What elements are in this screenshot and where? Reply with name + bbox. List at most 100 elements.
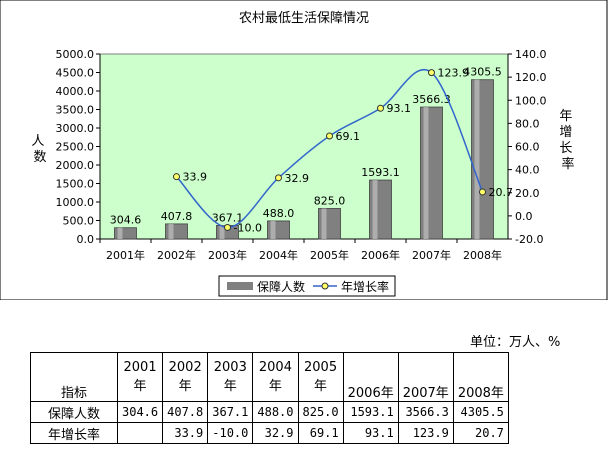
- year-bottom: 年: [178, 379, 192, 394]
- bar-data-label: 3566.3: [412, 93, 451, 106]
- legend-line-label: 年增长率: [341, 279, 389, 294]
- y-tick-label-right: 100.0: [515, 94, 547, 107]
- table-row: 保障人数 304.6 407.8 367.1 488.0 825.0 1593.…: [30, 401, 509, 423]
- y-tick-label-right: 120.0: [515, 71, 547, 84]
- line-data-label: -10.0: [234, 221, 262, 234]
- y-tick-label-right: 40.0: [515, 164, 540, 177]
- table-cell: -10.0: [207, 422, 254, 444]
- table-cell: 1593.1: [342, 401, 399, 423]
- bar-highlight: [423, 107, 429, 239]
- x-tick-label: 2004年: [259, 248, 298, 262]
- bar-highlight: [168, 223, 174, 239]
- legend-bar-swatch: [227, 282, 253, 290]
- bar-highlight: [219, 225, 225, 239]
- y-tick-label-left: 2500.0: [56, 141, 95, 154]
- y-tick-label-left: 3000.0: [56, 122, 95, 135]
- ylabel-left: 人 数: [31, 134, 48, 165]
- table-year-header: 2008年: [452, 352, 509, 402]
- bar-data-label: 825.0: [314, 194, 346, 207]
- legend-bar-label: 保障人数: [257, 279, 305, 294]
- legend-box: [218, 275, 396, 297]
- table-cell: 93.1: [342, 422, 399, 444]
- line-data-label: 123.9: [438, 67, 470, 80]
- year-bottom: 年: [268, 379, 282, 394]
- bar-highlight: [372, 180, 378, 239]
- y-tick-label-right: 60.0: [515, 141, 540, 154]
- y-tick-label-left: 4500.0: [56, 67, 95, 80]
- y-tick-label-left: 2000.0: [56, 159, 95, 172]
- table-year-header: 2006年: [342, 352, 399, 402]
- y-tick-label-left: 0.0: [77, 233, 95, 246]
- bar-data-label: 1593.1: [361, 166, 400, 179]
- line-marker: [428, 69, 435, 77]
- y-tick-label-right: 0.0: [515, 210, 533, 223]
- bar-highlight: [321, 208, 327, 239]
- table-cell: 123.9: [397, 422, 454, 444]
- line-marker: [224, 223, 231, 231]
- bar-highlight: [117, 227, 123, 239]
- bar-data-label: 4305.5: [463, 66, 502, 79]
- ylabel-right-char-2: 长: [559, 141, 572, 156]
- bar-data-label: 488.0: [263, 207, 295, 220]
- table-cell: 32.9: [252, 422, 299, 444]
- row-label: 年增长率: [30, 422, 118, 444]
- y-tick-label-left: 1500.0: [56, 178, 95, 191]
- bar-data-label: 367.1: [212, 211, 244, 224]
- year-top: 2004: [258, 360, 292, 375]
- combo-chart: 农村最低生活保障情况 人 数 年 增 长 率 0.0 500.0 1000.0 150…: [0, 0, 608, 300]
- bar-data-label: 304.6: [110, 214, 142, 227]
- chart-legend: 保障人数 年增长率: [218, 275, 396, 297]
- y-tick-label-left: 4000.0: [56, 85, 95, 98]
- ylabel-right-char-3: 率: [561, 156, 574, 172]
- year-top: 2002: [168, 360, 202, 375]
- x-tick-label: 2008年: [463, 248, 502, 262]
- table-cell: 825.0: [297, 401, 344, 423]
- x-tick-label: 2005年: [310, 248, 349, 262]
- line-marker: [275, 174, 282, 182]
- x-tick-label: 2002年: [157, 248, 196, 262]
- year-bottom: 2006年: [347, 386, 394, 401]
- bar: [114, 227, 137, 240]
- ylabel-right-char-1: 增: [559, 125, 572, 140]
- x-tick-label: 2006年: [361, 248, 400, 262]
- legend-line-marker: [321, 282, 329, 290]
- ylabel-right: 年 增 长 率: [559, 109, 576, 172]
- table-cell: 33.9: [162, 422, 209, 444]
- x-tick-label: 2001年: [106, 248, 145, 262]
- year-top: 2001: [123, 360, 157, 375]
- table-cell: 488.0: [252, 401, 299, 423]
- table-header-label: 指标: [30, 352, 118, 402]
- table-year-header: 2005 年: [297, 352, 344, 402]
- chart-title: 农村最低生活保障情况: [239, 11, 369, 26]
- table-cell: 20.7: [452, 422, 509, 444]
- line-data-label: 33.9: [183, 171, 208, 184]
- year-bottom: 2008年: [457, 386, 504, 401]
- table-cell: [116, 422, 164, 444]
- table-cell: 304.6: [116, 401, 164, 423]
- table-cell: 367.1: [207, 401, 254, 423]
- table-year-header: 2002 年: [162, 352, 209, 402]
- ylabel-right-char-0: 年: [559, 109, 572, 124]
- line-marker: [326, 132, 333, 140]
- y-tick-label-left: 500.0: [63, 215, 95, 228]
- line-data-label: 69.1: [336, 130, 361, 143]
- table-year-header: 2007年: [397, 352, 454, 402]
- unit-note: 单位：万人、%: [470, 335, 561, 350]
- line-data-label: 93.1: [387, 102, 412, 115]
- data-table: 指标 2001 年 2002 年 2003 年 2004 年 2005 年 2006年 2…: [30, 352, 509, 444]
- row-label: 保障人数: [30, 401, 118, 423]
- y-tick-label-right: 20.0: [515, 187, 540, 200]
- line-data-label: 32.9: [285, 172, 310, 185]
- y-tick-label-right: 140.0: [515, 48, 547, 61]
- year-bottom: 年: [314, 379, 328, 394]
- table-year-header: 2003 年: [207, 352, 254, 402]
- ylabel-left-char-1: 数: [33, 150, 46, 165]
- line-marker: [377, 104, 384, 112]
- year-bottom: 2007年: [402, 386, 449, 401]
- line-marker: [479, 188, 486, 196]
- table-cell: 4305.5: [452, 401, 509, 423]
- bar-highlight: [474, 79, 480, 239]
- chart-container: 农村最低生活保障情况 人 数 年 增 长 率 0.0 500.0 1000.0 150…: [0, 0, 608, 300]
- table-header-row: 指标 2001 年 2002 年 2003 年 2004 年 2005 年 2006年 2…: [30, 352, 509, 402]
- x-tick-label: 2003年: [208, 248, 247, 262]
